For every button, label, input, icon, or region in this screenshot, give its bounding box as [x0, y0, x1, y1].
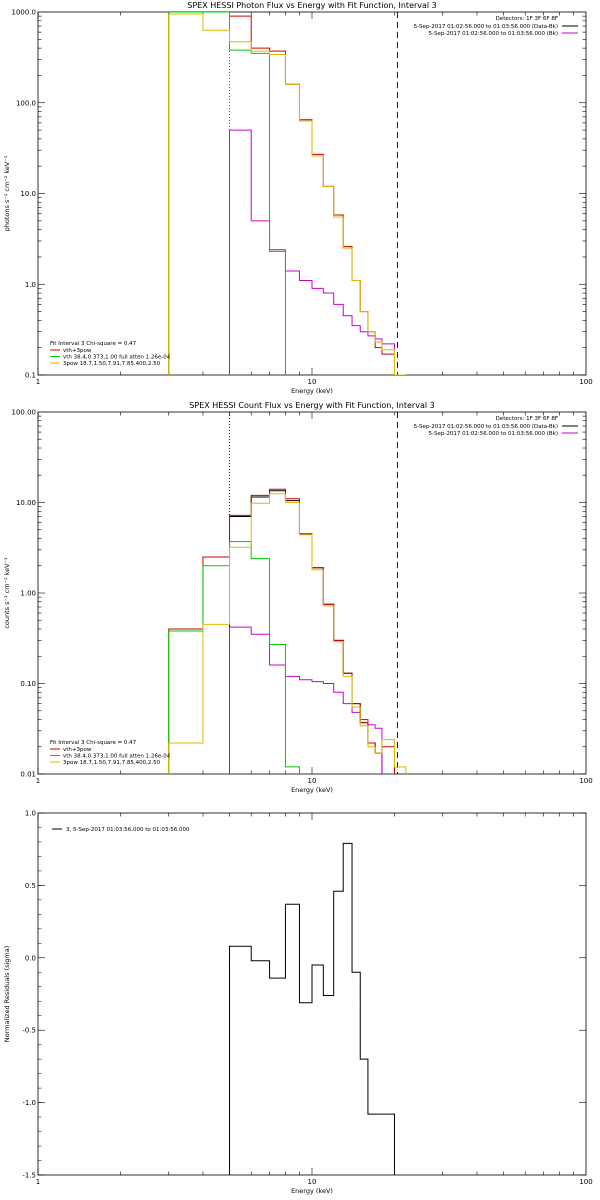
- legend-header: Detectors: 1F 3F 6F 8F: [496, 416, 558, 422]
- y-tick-label: 0.10: [20, 680, 36, 688]
- x-axis-label: Energy (keV): [291, 1187, 333, 1195]
- y-axis-label: counts s⁻¹ cm⁻² keV⁻¹: [3, 557, 11, 629]
- series-residuals: [229, 842, 395, 1175]
- series-vth: [168, 541, 300, 774]
- x-tick-label: 1: [36, 777, 40, 785]
- legend-header: Fit Interval 3 Chi-square = 0.47: [50, 740, 137, 746]
- y-tick-label: 0.1: [25, 372, 36, 380]
- legend-entry-label: vth 38.4,0.373,1.00 full atten 1.26e-04: [63, 754, 171, 760]
- x-axis-label: Energy (keV): [291, 387, 333, 395]
- legend-entry-label: 3, 5-Sep-2017 01:03:56.000 to 01:03:56.0…: [66, 827, 190, 833]
- y-tick-label: -1.5: [22, 1172, 36, 1180]
- series-3pow: [168, 493, 407, 774]
- y-tick-label: 1000.0: [12, 9, 37, 17]
- legend-entry-label: vth+3pow: [63, 348, 92, 354]
- x-tick-label: 10: [308, 378, 317, 386]
- y-tick-label: 0.5: [25, 882, 36, 890]
- series-data-bk: [229, 490, 383, 774]
- y-tick-label: 10.0: [20, 190, 36, 198]
- x-tick-label: 100: [579, 1178, 592, 1186]
- series-3pow: [168, 13, 407, 375]
- legend-entry-label: vth+3pow: [63, 747, 92, 753]
- legend-entry-label: 3pow 18.7,1.50,7.91,7.85,400,2.50: [63, 361, 161, 367]
- x-tick-label: 100: [579, 777, 592, 785]
- x-axis-label: Energy (keV): [291, 786, 333, 794]
- series-bk: [229, 626, 383, 774]
- axes-frame: [37, 11, 587, 376]
- y-tick-label: 1.0: [25, 281, 36, 289]
- chart-title: SPEX HESSI Photon Flux vs Energy with Fi…: [187, 1, 437, 10]
- y-tick-label: 10.00: [16, 499, 36, 507]
- y-axis-label: photons s⁻¹ cm⁻² keV⁻¹: [3, 155, 11, 231]
- legend-entry-label: 3pow 18.7,1.50,7.91,7.85,400,2.50: [63, 760, 161, 766]
- legend-header: Fit Interval 3 Chi-square = 0.47: [50, 341, 137, 347]
- x-tick-label: 10: [308, 1178, 317, 1186]
- y-tick-label: 100.00: [12, 409, 37, 417]
- y-tick-label: 1.00: [20, 590, 36, 598]
- x-tick-label: 100: [579, 378, 592, 386]
- series-vth-3pow: [168, 12, 395, 375]
- y-tick-label: -1.0: [22, 1099, 36, 1107]
- legend-entry-label: 5-Sep-2017 01:02:56.000 to 01:03:56.000 …: [414, 24, 558, 30]
- legend-entry-label: vth 38.4,0.373,1.00 full atten 1.26e-04: [63, 355, 171, 361]
- y-tick-label: 0.01: [20, 771, 36, 779]
- chart-panel-1: SPEX HESSI Photon Flux vs Energy with Fi…: [3, 1, 593, 395]
- y-tick-label: 100.0: [16, 99, 36, 107]
- y-axis-label: Normalized Residuals (sigma): [3, 946, 11, 1043]
- y-tick-label: -0.5: [22, 1027, 36, 1035]
- y-tick-label: 0.0: [25, 954, 36, 962]
- x-tick-label: 1: [36, 378, 40, 386]
- series-vth: [168, 12, 286, 375]
- legend-entry-label: 5-Sep-2017 01:02:56.000 to 01:03:56.000 …: [429, 31, 559, 37]
- axes-frame: [37, 411, 587, 775]
- x-tick-label: 10: [308, 777, 317, 785]
- y-tick-label: 1.0: [25, 810, 36, 818]
- series-bk: [229, 129, 395, 375]
- x-tick-label: 1: [36, 1178, 40, 1186]
- chart-panel-2: SPEX HESSI Count Flux vs Energy with Fit…: [3, 401, 593, 794]
- legend-entry-label: 5-Sep-2017 01:02:56.000 to 01:03:56.000 …: [429, 431, 559, 437]
- legend-entry-label: 5-Sep-2017 01:02:56.000 to 01:03:56.000 …: [414, 424, 558, 430]
- chart-panel-3: 1 10 100 Energy (keV) -1.5 -1.0 -0.5 0.0 0.5 1.0 N…: [3, 810, 593, 1196]
- legend-header: Detectors: 1F 3F 6F 8F: [496, 16, 558, 22]
- chart-title: SPEX HESSI Count Flux vs Energy with Fit…: [189, 401, 434, 410]
